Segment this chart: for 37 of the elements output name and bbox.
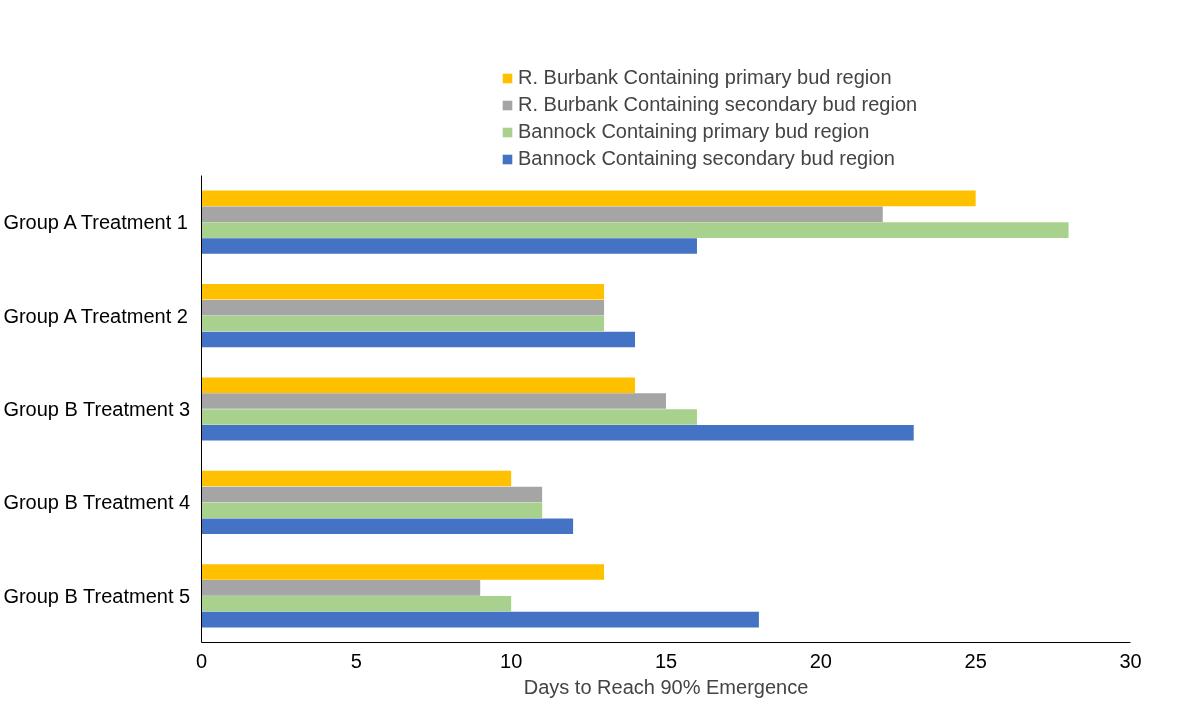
y-tick-label: Group A Treatment 1 <box>3 211 188 234</box>
bar <box>201 580 481 596</box>
bar <box>201 222 1069 238</box>
y-tick-label: Group A Treatment 2 <box>3 304 188 327</box>
bar <box>201 190 976 207</box>
x-tick-label: 10 <box>500 649 523 672</box>
x-tick-label: 30 <box>1119 649 1142 672</box>
y-tick-label: Group B Treatment 5 <box>3 584 191 607</box>
bar <box>201 393 666 409</box>
bar <box>201 331 636 348</box>
x-tick-label: 20 <box>809 649 832 672</box>
bar <box>201 206 883 223</box>
x-tick-label: 0 <box>195 649 208 672</box>
bar <box>201 564 605 580</box>
bar <box>201 518 574 534</box>
bar <box>201 315 605 332</box>
bar <box>201 595 512 612</box>
y-tick-label: Group B Treatment 3 <box>3 398 191 420</box>
legend-label: R. Burbank Containing secondary bud region <box>518 93 918 116</box>
x-tick-label: 15 <box>654 649 678 672</box>
bar <box>201 486 543 503</box>
x-tick-label: 25 <box>964 649 987 672</box>
bar <box>201 502 543 519</box>
y-tick-label: Group B Treatment 4 <box>3 491 191 514</box>
bar <box>201 238 697 254</box>
bar <box>201 409 697 425</box>
bar <box>201 299 605 316</box>
bar <box>201 425 914 441</box>
x-tick-label: 5 <box>350 649 362 672</box>
x-axis-title: Days to Reach 90% Emergence <box>523 675 809 698</box>
legend-label: R. Burbank Containing primary bud region <box>518 66 892 89</box>
legend-label: Bannock Containing primary bud region <box>518 120 870 143</box>
bar <box>201 284 605 300</box>
legend-label: Bannock Containing secondary bud region <box>518 147 895 170</box>
bar <box>201 377 636 393</box>
bar <box>201 611 759 628</box>
bar <box>201 470 512 487</box>
